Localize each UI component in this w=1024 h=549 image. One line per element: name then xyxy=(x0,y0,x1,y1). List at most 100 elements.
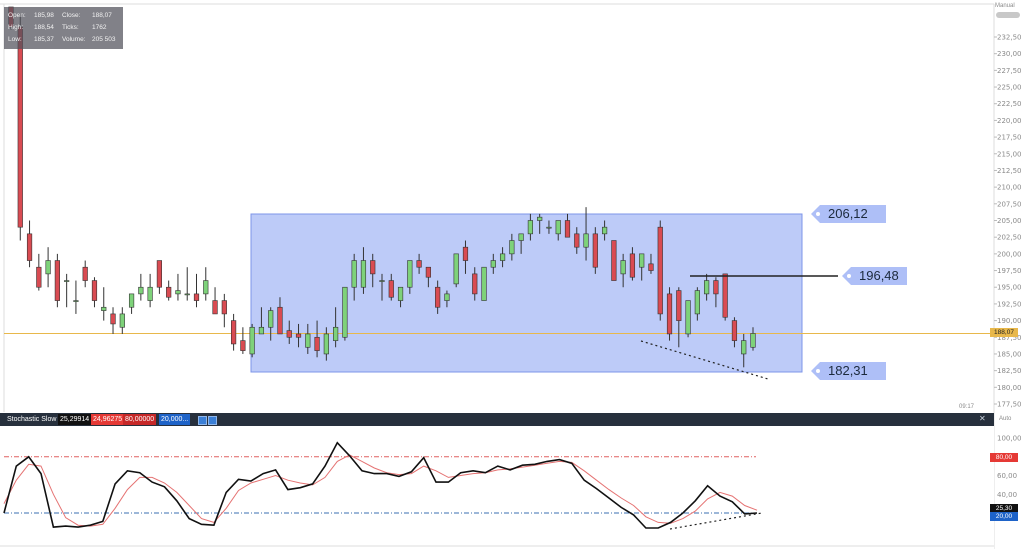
support-trendline[interactable] xyxy=(640,340,769,380)
stochastic-k-line xyxy=(3,441,758,529)
candle-bull xyxy=(101,306,107,311)
candle-bear xyxy=(574,233,580,248)
candle-bear xyxy=(657,226,663,315)
price-tick-label: 232,50 xyxy=(997,34,1022,42)
candle-bull xyxy=(490,260,496,268)
candle-bull xyxy=(45,260,51,275)
price-tick-label: 205,00 xyxy=(997,217,1022,225)
annotation-upper-text: 206,12 xyxy=(828,206,868,221)
price-tick-label: 220,00 xyxy=(997,117,1022,125)
price-tick-label: 230,00 xyxy=(997,50,1022,58)
price-tick-label: 225,00 xyxy=(997,84,1022,92)
oversold-badge: 20,00 xyxy=(990,512,1018,521)
stochastic-current-badge: 25,30 xyxy=(990,504,1018,513)
price-tick-label: 187,50 xyxy=(997,334,1022,342)
stochastic-axis-ticks: 100,00 60,00 40,00 xyxy=(997,435,1022,499)
candle-bear xyxy=(564,220,571,238)
candle-bear xyxy=(731,320,738,341)
candle-bull xyxy=(397,286,404,301)
candle-bear xyxy=(166,286,172,298)
indicator-overbought-value: 80,00000 xyxy=(123,414,157,425)
candle-bear xyxy=(295,333,302,338)
candle-bull xyxy=(685,300,691,335)
candle-bear xyxy=(231,320,237,345)
candle-bear xyxy=(713,280,719,295)
close-value: 188,07 xyxy=(92,12,112,19)
high-value: 188,54 xyxy=(34,24,54,31)
candle-bull xyxy=(147,286,153,301)
candle-bear xyxy=(277,306,283,335)
price-tick-label: 212,50 xyxy=(997,167,1022,175)
candle-bear xyxy=(54,260,60,301)
candle-bear xyxy=(221,300,227,315)
price-tick-label: 200,00 xyxy=(997,250,1022,258)
candle-bull xyxy=(537,216,543,221)
candle-bear xyxy=(629,253,636,278)
candle-bull xyxy=(258,326,265,335)
candle-bull xyxy=(499,253,506,261)
candle-bull xyxy=(453,253,459,285)
candle-bull xyxy=(184,293,190,296)
price-tick-label: 207,50 xyxy=(997,200,1022,208)
candle-bear xyxy=(722,273,728,318)
candle-bear xyxy=(17,26,23,228)
candle-bull xyxy=(138,286,144,295)
candle-bull xyxy=(407,260,413,288)
auto-scale-label[interactable]: Auto xyxy=(999,416,1012,422)
candle-bear xyxy=(611,240,617,281)
ohlc-info-panel: Open: 185,98 Close: 188,07 High: 188,54 … xyxy=(4,7,123,49)
candle-bear xyxy=(425,266,431,278)
candle-bear xyxy=(416,260,422,268)
price-tick-label: 227,50 xyxy=(997,67,1022,75)
open-label: Open: xyxy=(8,12,26,19)
candle-bull xyxy=(509,240,515,255)
volume-label: Volume: xyxy=(62,36,86,43)
candle-bull xyxy=(73,300,79,302)
manual-scale-label[interactable]: Manual xyxy=(995,3,1015,9)
tag-shape-middle xyxy=(842,267,907,285)
price-tick-label: 185,00 xyxy=(997,350,1022,358)
candle-bull xyxy=(323,333,329,355)
candle-bear xyxy=(36,266,42,288)
candle-bull xyxy=(379,280,385,282)
price-tick-label: 177,50 xyxy=(997,401,1022,409)
candle-bear xyxy=(82,266,88,281)
candle-bear xyxy=(286,330,292,338)
annotation-lower[interactable]: 182,31 xyxy=(811,362,886,380)
candle-bear xyxy=(193,293,200,301)
stochastic-trendline[interactable] xyxy=(669,512,763,530)
tag-shape-lower xyxy=(811,362,886,380)
scale-handle[interactable] xyxy=(996,12,1020,18)
open-value: 185,98 xyxy=(34,12,54,19)
candle-bull xyxy=(481,266,487,301)
annotation-middle[interactable]: 196,48 xyxy=(842,267,907,285)
candle-bear xyxy=(110,313,116,325)
candle-bull xyxy=(620,260,626,275)
candle-bear xyxy=(314,336,320,351)
candle-bear xyxy=(156,260,163,288)
ticks-label: Ticks: xyxy=(62,24,79,31)
gear-icon[interactable] xyxy=(198,416,207,425)
stochastic-tick-label: 40,00 xyxy=(997,491,1017,499)
candle-bull xyxy=(546,226,552,229)
stochastic-tick-label: 60,00 xyxy=(997,472,1017,480)
high-label: High: xyxy=(8,24,24,31)
close-icon[interactable] xyxy=(208,416,217,425)
candle-bull xyxy=(342,286,348,338)
pane-close-icon[interactable]: ✕ xyxy=(979,414,986,423)
price-tick-label: 217,50 xyxy=(997,134,1022,142)
candle-bear xyxy=(212,300,218,315)
candle-bear xyxy=(91,280,98,301)
candle-bull xyxy=(360,260,367,288)
candle-bull xyxy=(351,260,357,288)
candle-bear xyxy=(388,280,394,298)
candle-bear xyxy=(370,260,376,275)
candles xyxy=(8,6,756,368)
candle-bear xyxy=(435,286,441,308)
ticks-value: 1762 xyxy=(92,24,107,31)
annotation-upper[interactable]: 206,12 xyxy=(811,205,886,223)
stochastic-tick-label: 100,00 xyxy=(997,435,1022,443)
range-box[interactable] xyxy=(250,213,803,373)
candle-bull xyxy=(704,280,710,295)
indicator-name[interactable]: Stochastic Slow xyxy=(7,416,57,423)
